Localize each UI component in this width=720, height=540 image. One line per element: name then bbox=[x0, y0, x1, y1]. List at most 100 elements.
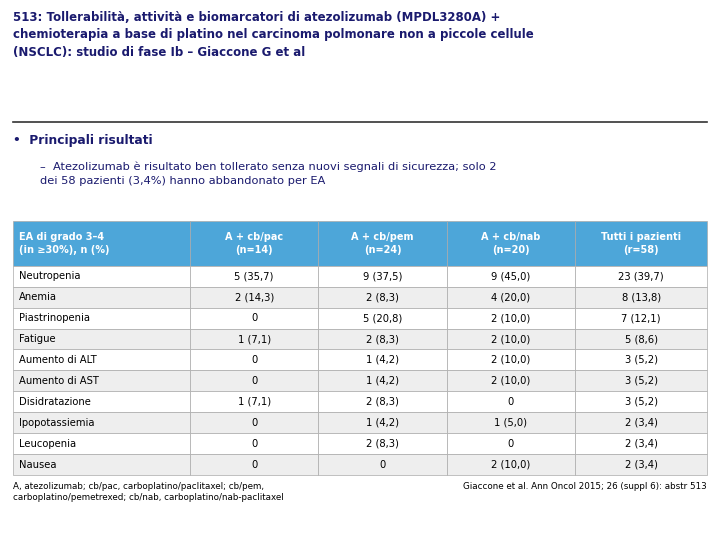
Bar bbox=[13, 287, 190, 308]
Text: 0: 0 bbox=[379, 460, 386, 470]
Text: 4 (20,0): 4 (20,0) bbox=[491, 292, 531, 302]
Bar bbox=[446, 328, 575, 349]
Text: Neutropenia: Neutropenia bbox=[19, 271, 80, 281]
Text: 5 (20,8): 5 (20,8) bbox=[363, 313, 402, 323]
Text: 3 (5,2): 3 (5,2) bbox=[625, 397, 657, 407]
Bar bbox=[318, 392, 447, 413]
Text: A + cb/nab
(n=20): A + cb/nab (n=20) bbox=[481, 232, 541, 255]
Text: 0: 0 bbox=[508, 397, 514, 407]
Bar bbox=[190, 328, 318, 349]
Bar bbox=[13, 454, 190, 475]
Bar bbox=[446, 392, 575, 413]
Bar bbox=[190, 308, 318, 328]
Text: 0: 0 bbox=[251, 439, 257, 449]
Text: Piastrinopenia: Piastrinopenia bbox=[19, 313, 90, 323]
Text: Nausea: Nausea bbox=[19, 460, 56, 470]
Text: 0: 0 bbox=[251, 418, 257, 428]
Bar bbox=[318, 433, 447, 454]
Bar bbox=[446, 454, 575, 475]
Text: 9 (37,5): 9 (37,5) bbox=[363, 271, 402, 281]
Bar bbox=[575, 370, 707, 392]
Text: 2 (3,4): 2 (3,4) bbox=[625, 460, 657, 470]
Bar bbox=[13, 266, 190, 287]
Bar bbox=[575, 221, 707, 266]
Bar bbox=[13, 370, 190, 392]
Text: 2 (14,3): 2 (14,3) bbox=[235, 292, 274, 302]
Text: •  Principali risultati: • Principali risultati bbox=[13, 134, 153, 147]
Bar bbox=[446, 349, 575, 370]
Bar bbox=[13, 328, 190, 349]
Bar bbox=[446, 413, 575, 433]
Text: 1 (4,2): 1 (4,2) bbox=[366, 418, 399, 428]
Text: 2 (3,4): 2 (3,4) bbox=[625, 439, 657, 449]
Bar bbox=[13, 413, 190, 433]
Text: 1 (7,1): 1 (7,1) bbox=[238, 397, 271, 407]
Text: Ipopotassiemia: Ipopotassiemia bbox=[19, 418, 94, 428]
Text: 2 (10,0): 2 (10,0) bbox=[491, 460, 531, 470]
Text: Fatigue: Fatigue bbox=[19, 334, 55, 344]
Text: 1 (4,2): 1 (4,2) bbox=[366, 376, 399, 386]
Text: 3 (5,2): 3 (5,2) bbox=[625, 355, 657, 365]
Bar bbox=[575, 328, 707, 349]
Text: Leucopenia: Leucopenia bbox=[19, 439, 76, 449]
Bar bbox=[575, 266, 707, 287]
Text: A + cb/pem
(n=24): A + cb/pem (n=24) bbox=[351, 232, 414, 255]
Text: 2 (10,0): 2 (10,0) bbox=[491, 376, 531, 386]
Bar bbox=[446, 266, 575, 287]
Bar bbox=[190, 221, 318, 266]
Text: 2 (10,0): 2 (10,0) bbox=[491, 355, 531, 365]
Text: 2 (10,0): 2 (10,0) bbox=[491, 334, 531, 344]
Text: 2 (8,3): 2 (8,3) bbox=[366, 439, 399, 449]
Bar bbox=[190, 349, 318, 370]
Text: 1 (4,2): 1 (4,2) bbox=[366, 355, 399, 365]
Text: Aumento di ALT: Aumento di ALT bbox=[19, 355, 96, 365]
Bar bbox=[190, 392, 318, 413]
Bar bbox=[575, 454, 707, 475]
Bar bbox=[318, 308, 447, 328]
Text: 2 (8,3): 2 (8,3) bbox=[366, 292, 399, 302]
Text: EA di grado 3–4
(in ≥30%), n (%): EA di grado 3–4 (in ≥30%), n (%) bbox=[19, 232, 109, 255]
Text: 0: 0 bbox=[251, 313, 257, 323]
Text: 5 (8,6): 5 (8,6) bbox=[625, 334, 657, 344]
Bar bbox=[575, 392, 707, 413]
Text: 1 (5,0): 1 (5,0) bbox=[495, 418, 528, 428]
Text: 513: Tollerabilità, attività e biomarcatori di atezolizumab (MPDL3280A) +
chemio: 513: Tollerabilità, attività e biomarcat… bbox=[13, 11, 534, 59]
Text: 0: 0 bbox=[251, 376, 257, 386]
Bar bbox=[190, 454, 318, 475]
Bar bbox=[446, 370, 575, 392]
Text: Tutti i pazienti
(r=58): Tutti i pazienti (r=58) bbox=[601, 232, 681, 255]
Bar bbox=[575, 413, 707, 433]
Text: 0: 0 bbox=[251, 460, 257, 470]
Bar bbox=[190, 266, 318, 287]
Bar bbox=[190, 433, 318, 454]
Text: A + cb/pac
(n=14): A + cb/pac (n=14) bbox=[225, 232, 283, 255]
Text: 2 (8,3): 2 (8,3) bbox=[366, 334, 399, 344]
Text: Disidratazione: Disidratazione bbox=[19, 397, 91, 407]
Text: 23 (39,7): 23 (39,7) bbox=[618, 271, 664, 281]
Bar bbox=[190, 287, 318, 308]
Text: Anemia: Anemia bbox=[19, 292, 57, 302]
Bar bbox=[318, 266, 447, 287]
Text: A, atezolizumab; cb/pac, carboplatino/paclitaxel; cb/pem,
carboplatino/pemetrexe: A, atezolizumab; cb/pac, carboplatino/pa… bbox=[13, 482, 284, 503]
Bar bbox=[13, 349, 190, 370]
Bar bbox=[575, 433, 707, 454]
Text: 1 (7,1): 1 (7,1) bbox=[238, 334, 271, 344]
Bar bbox=[575, 308, 707, 328]
Text: 7 (12,1): 7 (12,1) bbox=[621, 313, 661, 323]
Bar bbox=[575, 287, 707, 308]
Bar bbox=[190, 370, 318, 392]
Text: 2 (3,4): 2 (3,4) bbox=[625, 418, 657, 428]
Bar bbox=[318, 349, 447, 370]
Bar bbox=[13, 433, 190, 454]
Text: 5 (35,7): 5 (35,7) bbox=[235, 271, 274, 281]
Bar bbox=[446, 308, 575, 328]
Bar bbox=[13, 308, 190, 328]
Text: 3 (5,2): 3 (5,2) bbox=[625, 376, 657, 386]
Bar bbox=[190, 413, 318, 433]
Bar bbox=[446, 221, 575, 266]
Text: 2 (10,0): 2 (10,0) bbox=[491, 313, 531, 323]
Text: 8 (13,8): 8 (13,8) bbox=[621, 292, 661, 302]
Bar bbox=[13, 392, 190, 413]
Text: Giaccone et al. Ann Oncol 2015; 26 (suppl 6): abstr 513: Giaccone et al. Ann Oncol 2015; 26 (supp… bbox=[463, 482, 707, 491]
Text: 9 (45,0): 9 (45,0) bbox=[491, 271, 531, 281]
